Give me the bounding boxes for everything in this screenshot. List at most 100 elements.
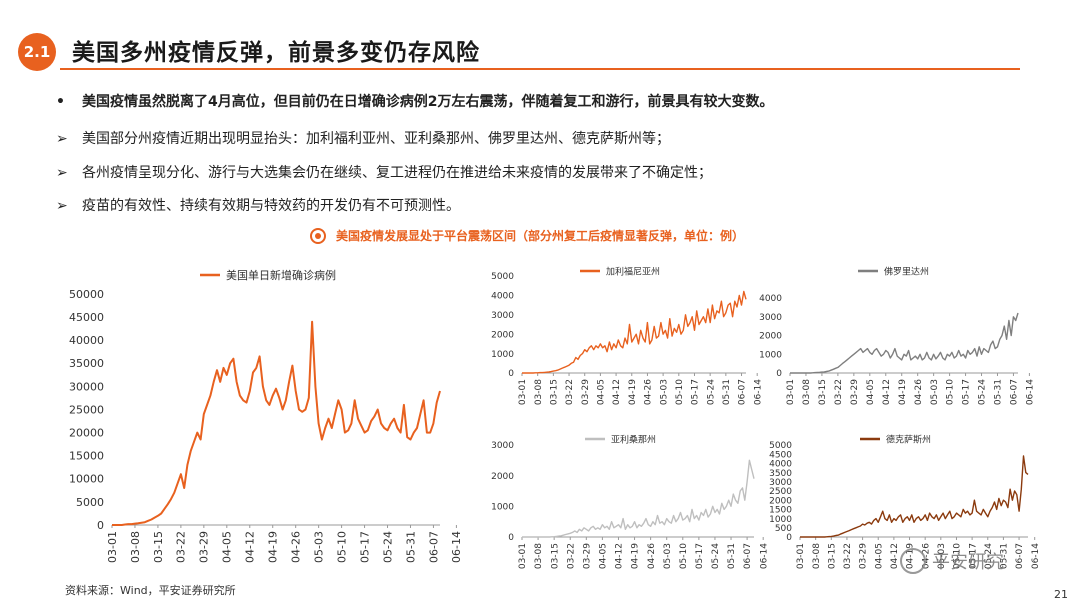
series-line-fl — [790, 312, 1019, 374]
legend-label: 美国单日新增确诊病例 — [226, 268, 336, 282]
arrow-bullet-icon: ➢ — [56, 131, 68, 147]
x-tick-label: 03-01 — [786, 379, 796, 405]
x-tick-label: 04-05 — [597, 379, 607, 405]
x-tick-label: 03-15 — [550, 379, 560, 405]
x-tick-label: 06-07 — [1015, 543, 1025, 569]
x-tick-label: 04-26 — [921, 543, 931, 569]
y-tick-label: 0 — [97, 519, 104, 532]
y-tick-label: 0 — [786, 533, 792, 543]
x-tick-label: 04-12 — [244, 531, 257, 563]
x-tick-label: 06-14 — [759, 543, 769, 569]
x-tick-label: 05-17 — [358, 531, 371, 563]
x-tick-label: 06-07 — [1010, 379, 1020, 405]
x-tick-label: 05-17 — [962, 379, 972, 405]
x-tick-label: 05-03 — [312, 531, 325, 563]
x-tick-label: 04-05 — [221, 531, 234, 563]
x-tick-label: 05-31 — [727, 543, 737, 569]
y-tick-label: 4000 — [769, 460, 792, 470]
x-tick-label: 05-10 — [675, 379, 685, 405]
x-tick-label: 06-14 — [450, 531, 463, 563]
x-tick-label: 05-03 — [659, 379, 669, 405]
x-tick-label: 03-01 — [518, 379, 528, 405]
sub-bullet-text: 疫苗的有效性、持续有效期与特效药的开发仍有不可预测性。 — [82, 198, 460, 214]
x-tick-label: 05-17 — [695, 543, 705, 569]
main-bullet-text: 美国疫情虽然脱离了4月高位，但目前仍在日增确诊病例2万左右震荡，伴随着复工和游行… — [82, 94, 774, 110]
wechat-logo-icon — [900, 548, 926, 574]
x-tick-label: 05-03 — [663, 543, 673, 569]
y-tick-label: 35000 — [69, 357, 104, 370]
x-tick-label: 04-26 — [290, 531, 303, 563]
x-tick-label: 04-05 — [599, 543, 609, 569]
x-tick-label: 03-29 — [198, 531, 211, 563]
x-tick-label: 05-10 — [946, 379, 956, 405]
x-tick-label: 05-31 — [722, 379, 732, 405]
chart-heading-text: 美国疫情发展显处于平台震荡区间（部分州复工后疫情显著反弹，单位：例） — [336, 229, 745, 243]
legend-label: 德克萨斯州 — [886, 433, 931, 445]
x-tick-label: 04-05 — [874, 543, 884, 569]
arrow-bullet-icon: ➢ — [56, 165, 68, 181]
x-tick-label: 05-24 — [711, 543, 721, 569]
x-tick-label: 05-17 — [968, 543, 978, 569]
source-note: 资料来源：Wind，平安证券研究所 — [65, 584, 236, 597]
x-tick-label: 04-05 — [866, 379, 876, 405]
x-tick-label: 03-22 — [565, 379, 575, 405]
x-tick-label: 04-19 — [631, 543, 641, 569]
watermark-text: 平安研究 — [932, 552, 1004, 573]
y-tick-label: 5000 — [76, 496, 104, 509]
y-tick-label: 3000 — [491, 441, 514, 451]
series-line-ca — [522, 290, 747, 374]
x-tick-label: 05-24 — [706, 379, 716, 405]
y-tick-label: 3500 — [769, 469, 792, 479]
x-tick-label: 03-08 — [534, 543, 544, 569]
y-tick-label: 15000 — [69, 450, 104, 463]
x-tick-label: 04-26 — [644, 379, 654, 405]
y-tick-label: 0 — [776, 369, 782, 379]
y-tick-label: 10000 — [69, 473, 104, 486]
y-tick-label: 45000 — [69, 311, 104, 324]
x-tick-label: 05-03 — [930, 379, 940, 405]
y-tick-label: 4500 — [769, 450, 792, 460]
series-line-tx — [800, 455, 1029, 538]
x-tick-label: 04-19 — [628, 379, 638, 405]
y-tick-label: 50000 — [69, 288, 104, 301]
x-tick-label: 05-31 — [1000, 543, 1010, 569]
series-line-us — [112, 320, 441, 526]
x-tick-label: 06-07 — [743, 543, 753, 569]
x-tick-label: 03-15 — [550, 543, 560, 569]
x-tick-label: 04-26 — [647, 543, 657, 569]
x-tick-label: 03-01 — [796, 543, 806, 569]
x-tick-label: 03-01 — [106, 531, 119, 563]
y-tick-label: 2000 — [491, 472, 514, 482]
title-underline — [60, 68, 1020, 70]
sub-bullet-text: 各州疫情呈现分化、游行与大选集会仍在继续、复工进程仍在推进给未来疫情的发展带来了… — [82, 165, 712, 181]
y-tick-label: 2500 — [769, 487, 792, 497]
x-tick-label: 04-19 — [267, 531, 280, 563]
x-tick-label: 05-10 — [953, 543, 963, 569]
series-line-az — [522, 459, 755, 538]
x-tick-label: 05-31 — [404, 531, 417, 563]
x-tick-label: 03-29 — [582, 543, 592, 569]
x-tick-label: 06-14 — [1031, 543, 1041, 569]
x-tick-label: 03-15 — [152, 531, 165, 563]
x-tick-label: 04-26 — [914, 379, 924, 405]
x-tick-label: 06-07 — [738, 379, 748, 405]
y-tick-label: 25000 — [69, 403, 104, 416]
y-tick-label: 0 — [508, 369, 514, 379]
watermark: 平安研究 — [900, 548, 1004, 574]
x-tick-label: 04-12 — [612, 379, 622, 405]
sub-bullet: ➢ 疫苗的有效性、持续有效期与特效药的开发仍有不可预测性。 — [56, 195, 460, 215]
x-tick-label: 03-22 — [175, 531, 188, 563]
y-tick-label: 4000 — [491, 292, 514, 302]
chart-heading: 美国疫情发展显处于平台震荡区间（部分州复工后疫情显著反弹，单位：例） — [310, 227, 744, 244]
x-tick-label: 06-14 — [753, 379, 763, 405]
section-number-badge: 2.1 — [18, 33, 56, 71]
x-tick-label: 03-15 — [827, 543, 837, 569]
sub-bullet-text: 美国部分州疫情近期出现明显抬头：加利福利亚州、亚利桑那州、佛罗里达州、德克萨斯州… — [82, 131, 670, 147]
y-tick-label: 1000 — [491, 350, 514, 360]
main-bullet: • 美国疫情虽然脱离了4月高位，但目前仍在日增确诊病例2万左右震荡，伴随着复工和游… — [56, 91, 773, 111]
x-tick-label: 04-19 — [898, 379, 908, 405]
x-tick-label: 05-31 — [994, 379, 1004, 405]
x-tick-label: 05-10 — [335, 531, 348, 563]
page-title: 美国多州疫情反弹，前景多变仍存风险 — [72, 40, 480, 66]
x-tick-label: 05-10 — [679, 543, 689, 569]
